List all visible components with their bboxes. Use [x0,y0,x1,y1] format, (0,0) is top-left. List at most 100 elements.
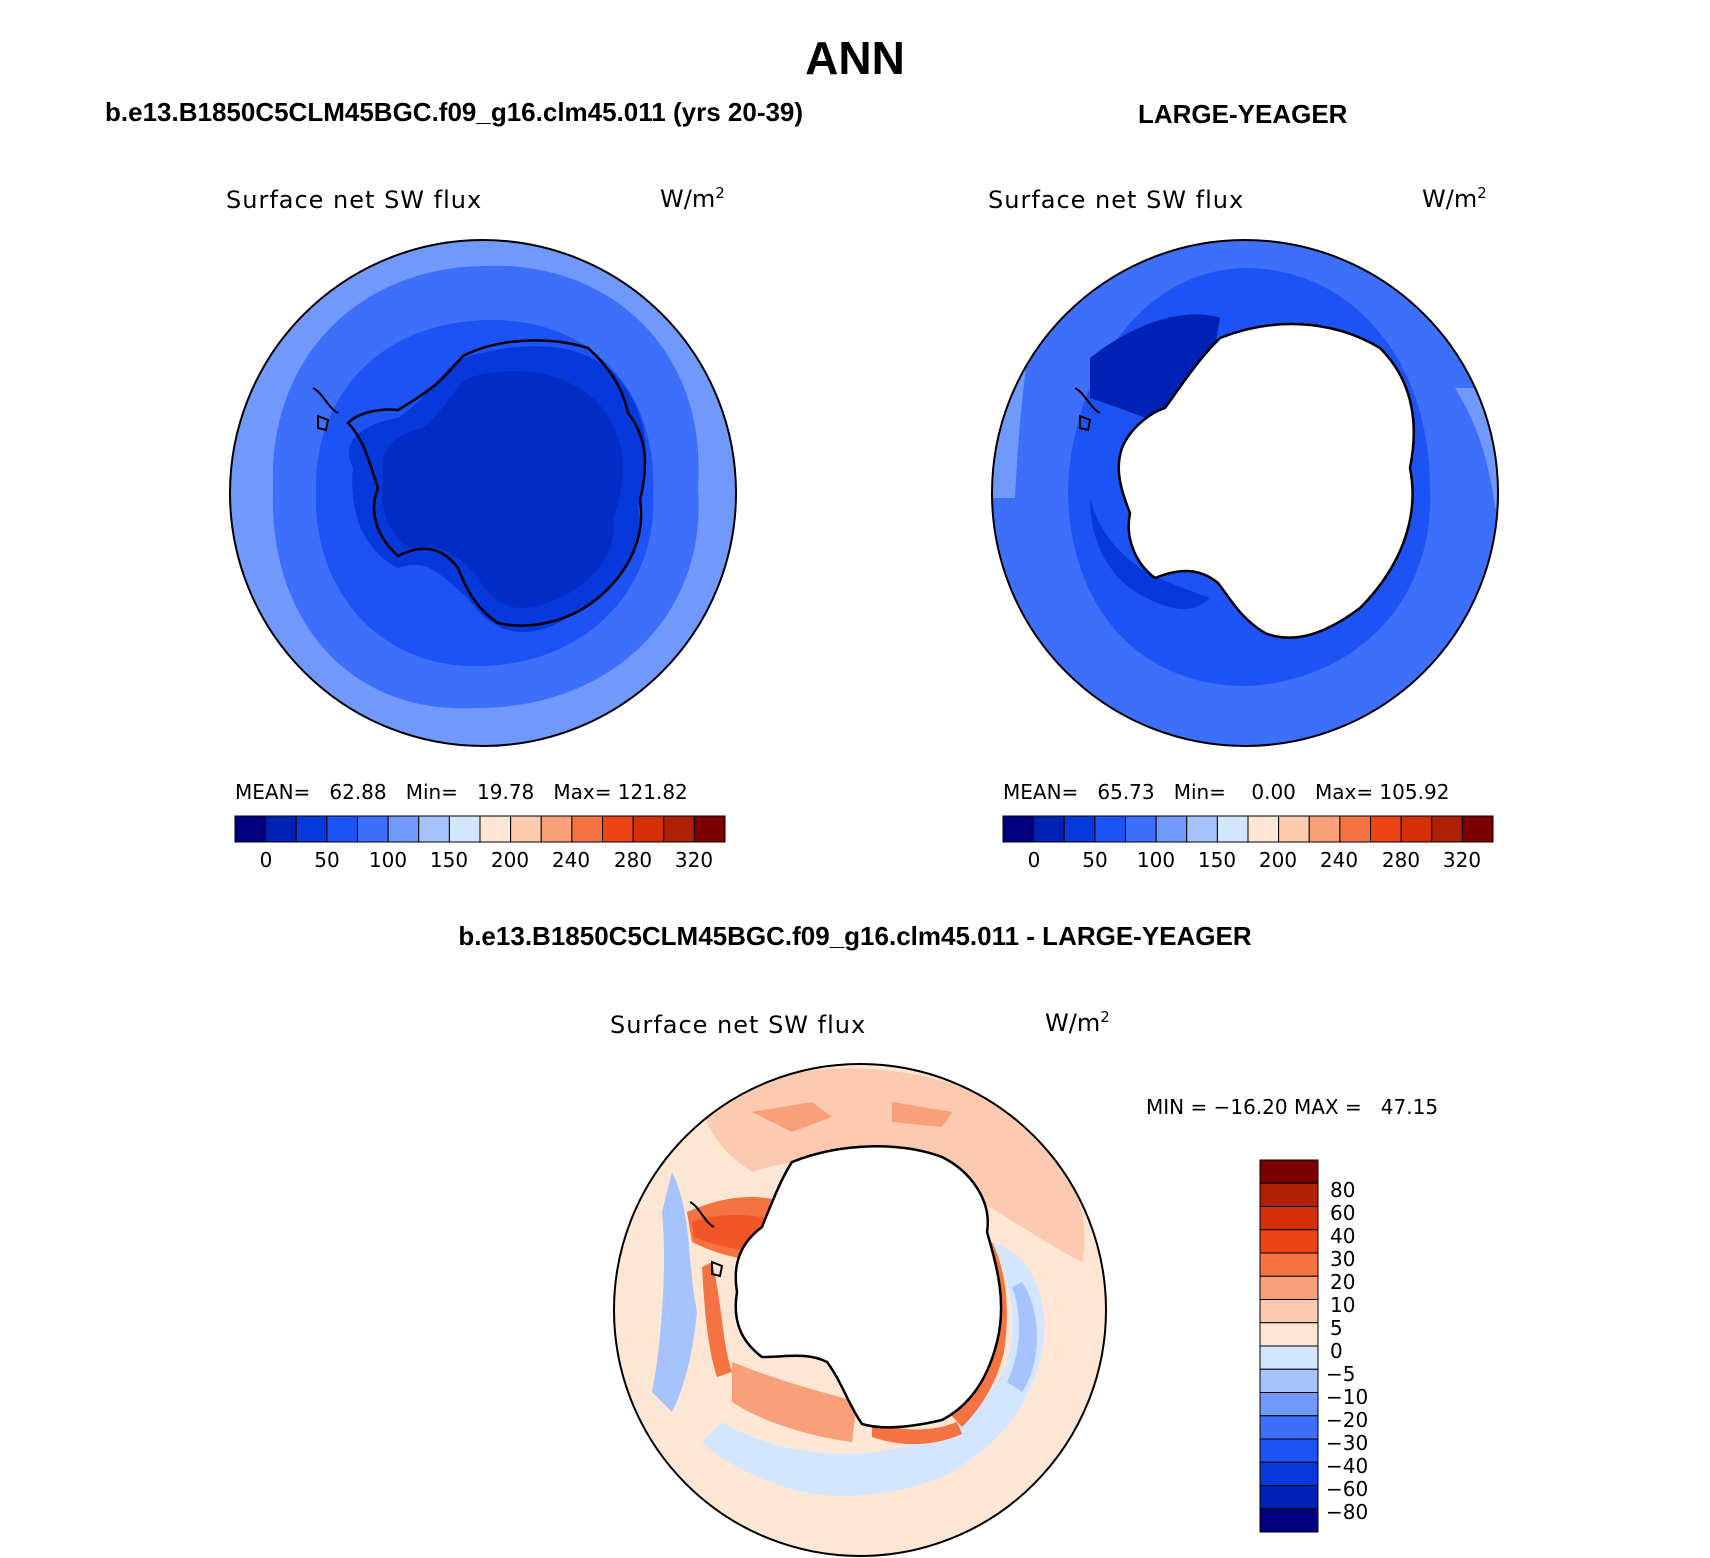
right-colorbar-swatch [1216,815,1249,843]
diff-cb-tick: 40 [1330,1224,1356,1248]
left-cb-tick: 150 [429,848,469,872]
diff-colorbar-swatch [1259,1461,1319,1486]
diff-cb-tick: 80 [1330,1178,1356,1202]
diff-panel-units: W/m2 [1045,1008,1110,1037]
diff-panel-stats: MIN = −16.20 MAX = 47.15 [1146,1095,1439,1119]
right-cb-tick: 150 [1197,848,1237,872]
diff-colorbar-swatch [1259,1392,1319,1417]
right-colorbar-swatch [1308,815,1341,843]
left-panel-units: W/m2 [660,184,725,213]
left-cb-tick: 320 [674,848,714,872]
diff-cb-tick: 20 [1330,1270,1356,1294]
diff-cb-tick: −60 [1326,1477,1369,1501]
right-colorbar [1002,815,1494,843]
left-cb-tick: 0 [259,848,273,872]
right-cb-tick: 200 [1258,848,1298,872]
right-colorbar-swatch [1400,815,1433,843]
diff-colorbar-swatch [1259,1415,1319,1440]
diff-colorbar-swatch [1259,1252,1319,1277]
diff-cb-tick: −80 [1326,1500,1369,1524]
right-colorbar-swatch [1033,815,1065,843]
left-cb-tick: 240 [551,848,591,872]
right-colorbar-swatch [1339,815,1372,843]
diff-colorbar-swatch [1259,1206,1319,1231]
diff-colorbar-swatch [1259,1485,1319,1510]
left-colorbar-swatch [418,815,450,843]
right-colorbar-swatch [1094,815,1127,843]
right-colorbar-swatch [1370,815,1402,843]
diff-colorbar-swatch [1259,1368,1319,1393]
left-colorbar-swatch [326,815,359,843]
left-colorbar-swatch [234,815,267,843]
left-colorbar-swatch [387,815,420,843]
diff-colorbar-ticks: 80 60 40 30 20 10 5 0 −5 −10 −20 −30 −40… [1326,1168,1430,1538]
left-cb-tick: 280 [613,848,653,872]
right-cb-tick: 50 [1082,848,1108,872]
diff-colorbar-swatch [1259,1299,1319,1324]
left-colorbar-swatch [571,815,604,843]
right-polar-map [991,239,1499,747]
diff-polar-map [613,1063,1107,1557]
left-case-title: b.e13.B1850C5CLM45BGC.f09_g16.clm45.011 … [105,97,804,127]
diff-colorbar-swatch [1259,1159,1319,1184]
left-panel-stats: MEAN= 62.88 Min= 19.78 Max= 121.82 [235,780,688,804]
diff-colorbar-swatch [1259,1508,1319,1533]
left-polar-map [229,239,737,747]
diff-cb-tick: −30 [1326,1431,1369,1455]
left-colorbar-swatch [693,815,726,843]
left-colorbar-swatch [448,815,481,843]
left-colorbar-swatch [479,815,512,843]
right-colorbar-swatch [1125,815,1157,843]
left-colorbar-swatch [357,815,389,843]
right-colorbar-swatch [1063,815,1096,843]
right-panel-units: W/m2 [1422,184,1487,213]
right-colorbar-swatch [1155,815,1188,843]
right-colorbar-swatch [1278,815,1310,843]
left-colorbar-swatch [540,815,573,843]
diff-cb-tick: −5 [1326,1362,1356,1386]
left-colorbar-swatch [510,815,542,843]
right-cb-tick: 0 [1027,848,1041,872]
right-colorbar-swatch [1461,815,1494,843]
diff-colorbar-swatch [1259,1182,1319,1207]
diff-cb-tick: 5 [1330,1316,1343,1340]
left-colorbar [234,815,726,843]
left-colorbar-swatch [632,815,665,843]
right-panel-label: Surface net SW flux [988,186,1245,214]
right-case-title: LARGE-YEAGER [1138,99,1348,129]
right-cb-tick: 280 [1381,848,1421,872]
diff-case-title: b.e13.B1850C5CLM45BGC.f09_g16.clm45.011 … [458,921,1252,951]
right-cb-tick: 100 [1136,848,1176,872]
right-panel-stats: MEAN= 65.73 Min= 0.00 Max= 105.92 [1003,780,1450,804]
left-cb-tick: 200 [490,848,530,872]
right-cb-tick: 240 [1319,848,1359,872]
left-panel-label: Surface net SW flux [226,186,483,214]
diff-cb-tick: −40 [1326,1454,1369,1478]
right-colorbar-swatch [1002,815,1035,843]
right-cb-tick: 320 [1442,848,1482,872]
left-cb-tick: 100 [368,848,408,872]
left-colorbar-swatch [663,815,695,843]
diff-cb-tick: 10 [1330,1293,1356,1317]
right-colorbar-swatch [1186,815,1218,843]
right-colorbar-swatch [1247,815,1280,843]
diff-cb-tick: 30 [1330,1247,1356,1271]
left-colorbar-ticks: 0 50 100 150 200 240 280 320 [235,848,725,874]
diff-cb-tick: −10 [1326,1385,1369,1409]
diff-colorbar-swatch [1259,1229,1319,1254]
right-colorbar-ticks: 0 50 100 150 200 240 280 320 [1003,848,1493,874]
diff-colorbar-swatch [1259,1345,1319,1370]
diff-cb-tick: 0 [1330,1339,1343,1363]
left-colorbar-swatch [295,815,328,843]
diff-colorbar-swatch [1259,1438,1319,1463]
left-colorbar-swatch [602,815,634,843]
right-colorbar-swatch [1431,815,1463,843]
diff-colorbar-swatch [1259,1275,1319,1300]
left-cb-tick: 50 [314,848,340,872]
left-colorbar-swatch [265,815,297,843]
diff-cb-tick: 60 [1330,1201,1356,1225]
diff-panel-label: Surface net SW flux [610,1011,867,1039]
figure-title: ANN [805,32,905,84]
diff-cb-tick: −20 [1326,1408,1369,1432]
diff-colorbar [1259,1159,1319,1533]
